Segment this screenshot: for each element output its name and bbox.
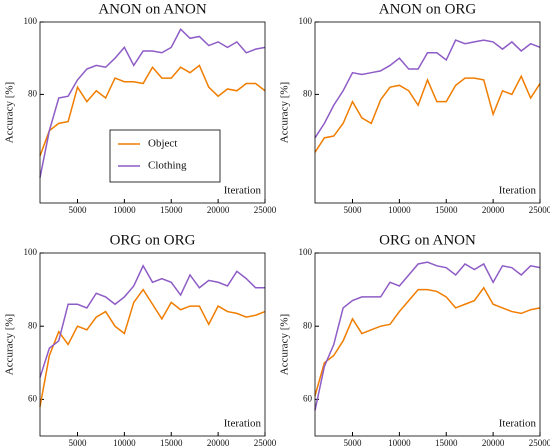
x-tick-label: 10000 — [388, 205, 411, 215]
x-tick-label: 25000 — [529, 205, 550, 215]
plot-frame — [314, 21, 541, 204]
x-axis-label: Iteration — [499, 185, 537, 197]
plot-frame — [39, 252, 266, 437]
x-tick-label: 25000 — [529, 438, 550, 448]
series-line — [314, 74, 541, 153]
plot-frame — [39, 21, 266, 204]
x-axis-label: Iteration — [224, 185, 262, 197]
plot-frame — [314, 252, 541, 437]
x-axis-label: Iteration — [224, 418, 262, 430]
x-tick-label: 5000 — [344, 438, 363, 448]
series-line — [314, 261, 541, 411]
y-tick-label: 100 — [24, 16, 38, 26]
y-tick-label: 80 — [28, 88, 38, 98]
series-line — [314, 39, 541, 139]
x-tick-label: 5000 — [344, 205, 363, 215]
legend-label: Object — [148, 138, 177, 150]
x-tick-label: 5000 — [69, 205, 88, 215]
y-tick-label: 100 — [24, 247, 38, 257]
x-tick-label: 10000 — [388, 438, 411, 448]
y-tick-label: 60 — [28, 393, 38, 403]
x-tick-label: 10000 — [113, 205, 136, 215]
legend-label: Clothing — [148, 160, 187, 172]
x-tick-label: 15000 — [435, 438, 458, 448]
x-axis-label: Iteration — [499, 418, 537, 430]
chart-title: ORG on ANON — [379, 232, 476, 248]
x-tick-label: 25000 — [254, 205, 277, 215]
chart-title: ANON on ANON — [98, 1, 207, 17]
series-line — [39, 288, 266, 407]
x-tick-label: 20000 — [207, 205, 230, 215]
x-tick-label: 15000 — [435, 205, 458, 215]
series-line — [39, 64, 266, 157]
x-tick-label: 25000 — [254, 438, 277, 448]
x-tick-label: 15000 — [160, 205, 183, 215]
x-tick-label: 15000 — [160, 438, 183, 448]
series-line — [39, 28, 266, 178]
x-tick-label: 5000 — [69, 438, 88, 448]
y-tick-label: 80 — [303, 88, 313, 98]
x-tick-label: 20000 — [482, 438, 505, 448]
y-tick-label: 80 — [28, 320, 38, 330]
y-tick-label: 100 — [299, 16, 313, 26]
chart-title: ORG on ORG — [110, 232, 196, 248]
x-tick-label: 20000 — [482, 205, 505, 215]
y-axis-label: Accuracy [%] — [279, 314, 291, 375]
y-axis-label: Accuracy [%] — [4, 82, 16, 143]
y-axis-label: Accuracy [%] — [279, 82, 291, 143]
x-tick-label: 10000 — [113, 438, 136, 448]
chart-title: ANON on ORG — [379, 1, 477, 17]
y-tick-label: 60 — [303, 393, 313, 403]
series-line — [39, 264, 265, 378]
y-tick-label: 100 — [299, 247, 313, 257]
y-tick-label: 80 — [303, 320, 313, 330]
y-axis-label: Accuracy [%] — [4, 314, 16, 375]
series-line — [314, 286, 541, 396]
x-tick-label: 20000 — [207, 438, 230, 448]
legend-box — [109, 129, 221, 183]
